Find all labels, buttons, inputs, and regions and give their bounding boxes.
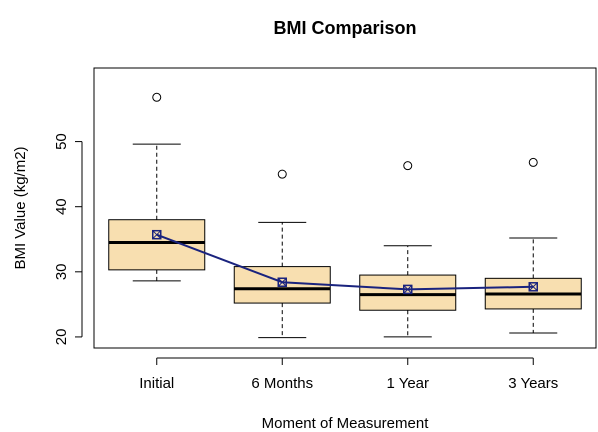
x-axis: Initial 6 Months 1 Year 3 Years bbox=[139, 357, 558, 392]
mean-line bbox=[156, 233, 534, 291]
y-tick-label: 50 bbox=[53, 133, 70, 150]
x-tick-label: 3 Years bbox=[508, 375, 558, 392]
mean-marker-cross bbox=[152, 230, 162, 240]
mean-marker-square bbox=[152, 229, 162, 240]
chart-title: BMI Comparison bbox=[273, 18, 416, 38]
x-axis-label: Moment of Measurement bbox=[262, 415, 430, 432]
mean-marker-cross bbox=[277, 277, 287, 287]
mean-marker bbox=[152, 229, 162, 240]
outlier-point bbox=[277, 169, 287, 179]
boxplot-6-months bbox=[233, 169, 331, 339]
boxplot-1-year bbox=[359, 161, 457, 338]
mean-marker bbox=[528, 282, 538, 292]
y-axis-label: BMI Value (kg/m2) bbox=[12, 146, 29, 269]
x-tick-label: Initial bbox=[139, 375, 174, 392]
outlier-point bbox=[528, 157, 538, 167]
mean-marker bbox=[277, 277, 287, 287]
y-tick-label: 30 bbox=[53, 263, 70, 280]
y-axis: 20 30 40 50 bbox=[53, 133, 83, 346]
y-tick-label: 20 bbox=[53, 329, 70, 346]
x-tick-label: 6 Months bbox=[251, 375, 313, 392]
boxplots bbox=[108, 92, 582, 339]
mean-marker-square bbox=[277, 277, 287, 287]
mean-series bbox=[152, 229, 538, 295]
plot-frame bbox=[93, 67, 597, 349]
mean-marker-cross bbox=[528, 282, 538, 292]
mean-marker bbox=[403, 284, 413, 295]
mean-marker-square bbox=[403, 284, 413, 295]
outlier-point bbox=[403, 161, 413, 171]
mean-marker-square bbox=[528, 282, 538, 292]
iqr-box bbox=[108, 219, 206, 271]
outlier-point bbox=[152, 92, 162, 102]
boxplot-3-years bbox=[484, 157, 582, 334]
boxplot-initial bbox=[108, 92, 206, 282]
x-tick-label: 1 Year bbox=[386, 375, 429, 392]
y-tick-label: 40 bbox=[53, 198, 70, 215]
mean-marker-cross bbox=[403, 285, 413, 294]
